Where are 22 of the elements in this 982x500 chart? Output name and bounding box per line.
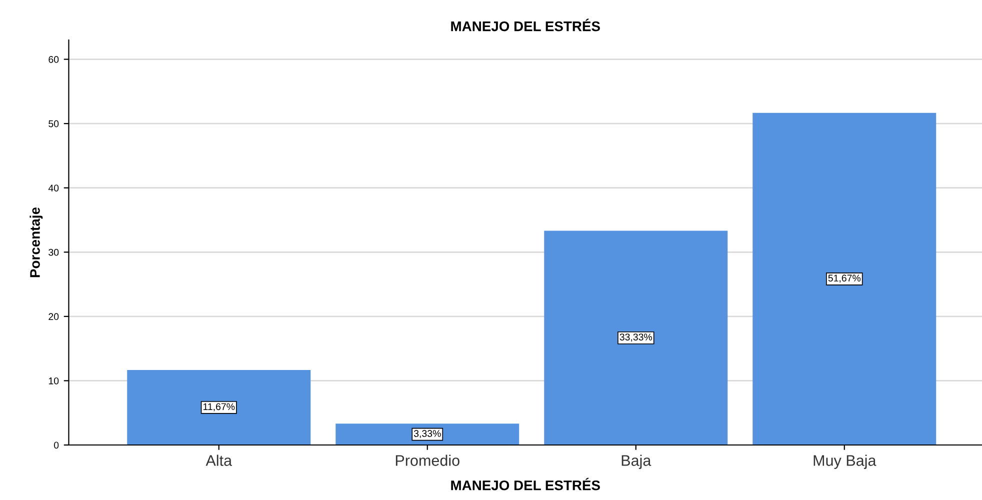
y-tick-label: 10	[48, 377, 59, 384]
x-tick-label: Muy Baja	[814, 454, 876, 469]
x-tick-label: Alta	[206, 454, 232, 466]
chart-title: MANEJO DEL ESTRÉS	[451, 18, 600, 32]
x-tick-label: Promedio	[396, 454, 460, 466]
bar	[752, 112, 936, 445]
data-label: 11,67%	[203, 403, 235, 412]
y-axis-title: Porcentaje	[30, 207, 43, 278]
y-tick-label: 0	[54, 442, 59, 449]
y-tick-label: 60	[48, 56, 59, 63]
y-tick-label: 40	[48, 184, 59, 192]
x-tick-label: Baja	[622, 454, 652, 469]
data-label: 33,33%	[620, 334, 652, 342]
data-label: 3,33%	[414, 430, 441, 438]
y-tick-label: 20	[48, 313, 59, 320]
y-tick-label: 50	[48, 120, 59, 128]
bar	[544, 230, 728, 445]
y-tick-label: 30	[48, 248, 59, 256]
bar	[336, 424, 520, 445]
bar	[127, 370, 311, 445]
data-label: 51,67%	[828, 274, 861, 283]
x-axis-title: MANEJO DEL ESTRÉS	[451, 478, 600, 490]
